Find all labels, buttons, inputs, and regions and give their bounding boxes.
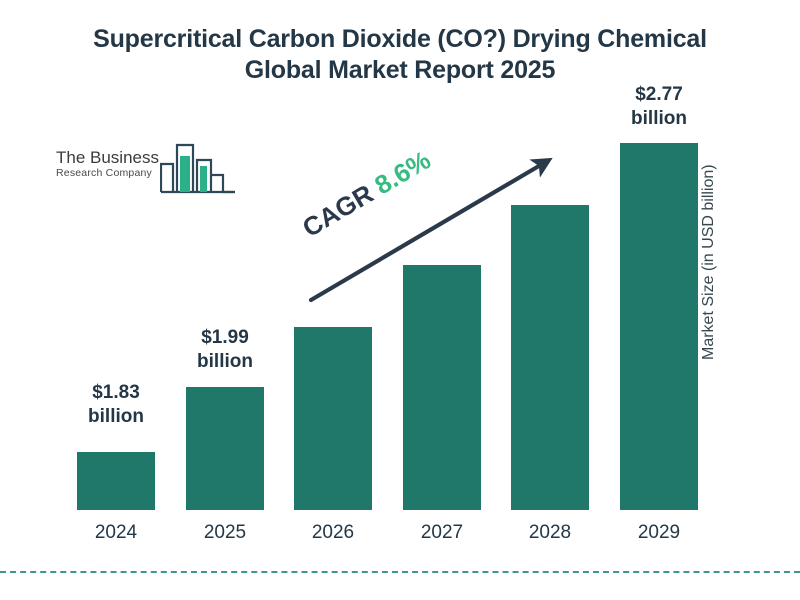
bar-value-amount-2029: $2.77	[635, 84, 683, 105]
bar-chart-logo-icon	[159, 142, 236, 203]
cagr-value: 8.6%	[369, 144, 436, 201]
bar-2029[interactable]	[620, 143, 698, 510]
x-axis-tick-2026: 2026	[311, 522, 355, 543]
cagr-label: CAGR	[297, 178, 379, 243]
brand-logo: The Business Research Company	[56, 142, 236, 204]
bar-value-unit-2029: billion	[631, 108, 687, 129]
brand-name-line1: The Business	[56, 148, 159, 167]
bar-2028[interactable]	[511, 205, 589, 510]
bar-2026[interactable]	[294, 327, 372, 510]
bar-value-unit-2025: billion	[197, 351, 253, 372]
x-axis-tick-2024: 2024	[94, 522, 138, 543]
bar-value-label-2024: $1.83 billion	[56, 381, 176, 429]
bar-2024[interactable]	[77, 452, 155, 510]
x-axis-tick-2028: 2028	[528, 522, 572, 543]
bar-value-label-2029: $2.77 billion	[599, 83, 719, 131]
brand-name-line2: Research Company	[56, 167, 152, 179]
cagr-annotation: CAGR 8.6%	[297, 145, 436, 244]
bar-value-amount-2024: $1.83	[92, 382, 140, 403]
y-axis-title: Market Size (in USD billion)	[700, 164, 717, 360]
footer-divider	[0, 571, 800, 573]
x-axis-tick-2025: 2025	[203, 522, 247, 543]
bar-2025[interactable]	[186, 387, 264, 510]
bar-value-label-2025: $1.99 billion	[165, 326, 285, 374]
x-axis-tick-2027: 2027	[420, 522, 464, 543]
page-title: Supercritical Carbon Dioxide (CO?) Dryin…	[93, 25, 707, 84]
brand-logo-text: The Business Research Company	[56, 148, 176, 179]
bar-value-amount-2025: $1.99	[201, 327, 249, 348]
bar-value-unit-2024: billion	[88, 406, 144, 427]
bar-2027[interactable]	[403, 265, 481, 510]
x-axis-tick-2029: 2029	[637, 522, 681, 543]
